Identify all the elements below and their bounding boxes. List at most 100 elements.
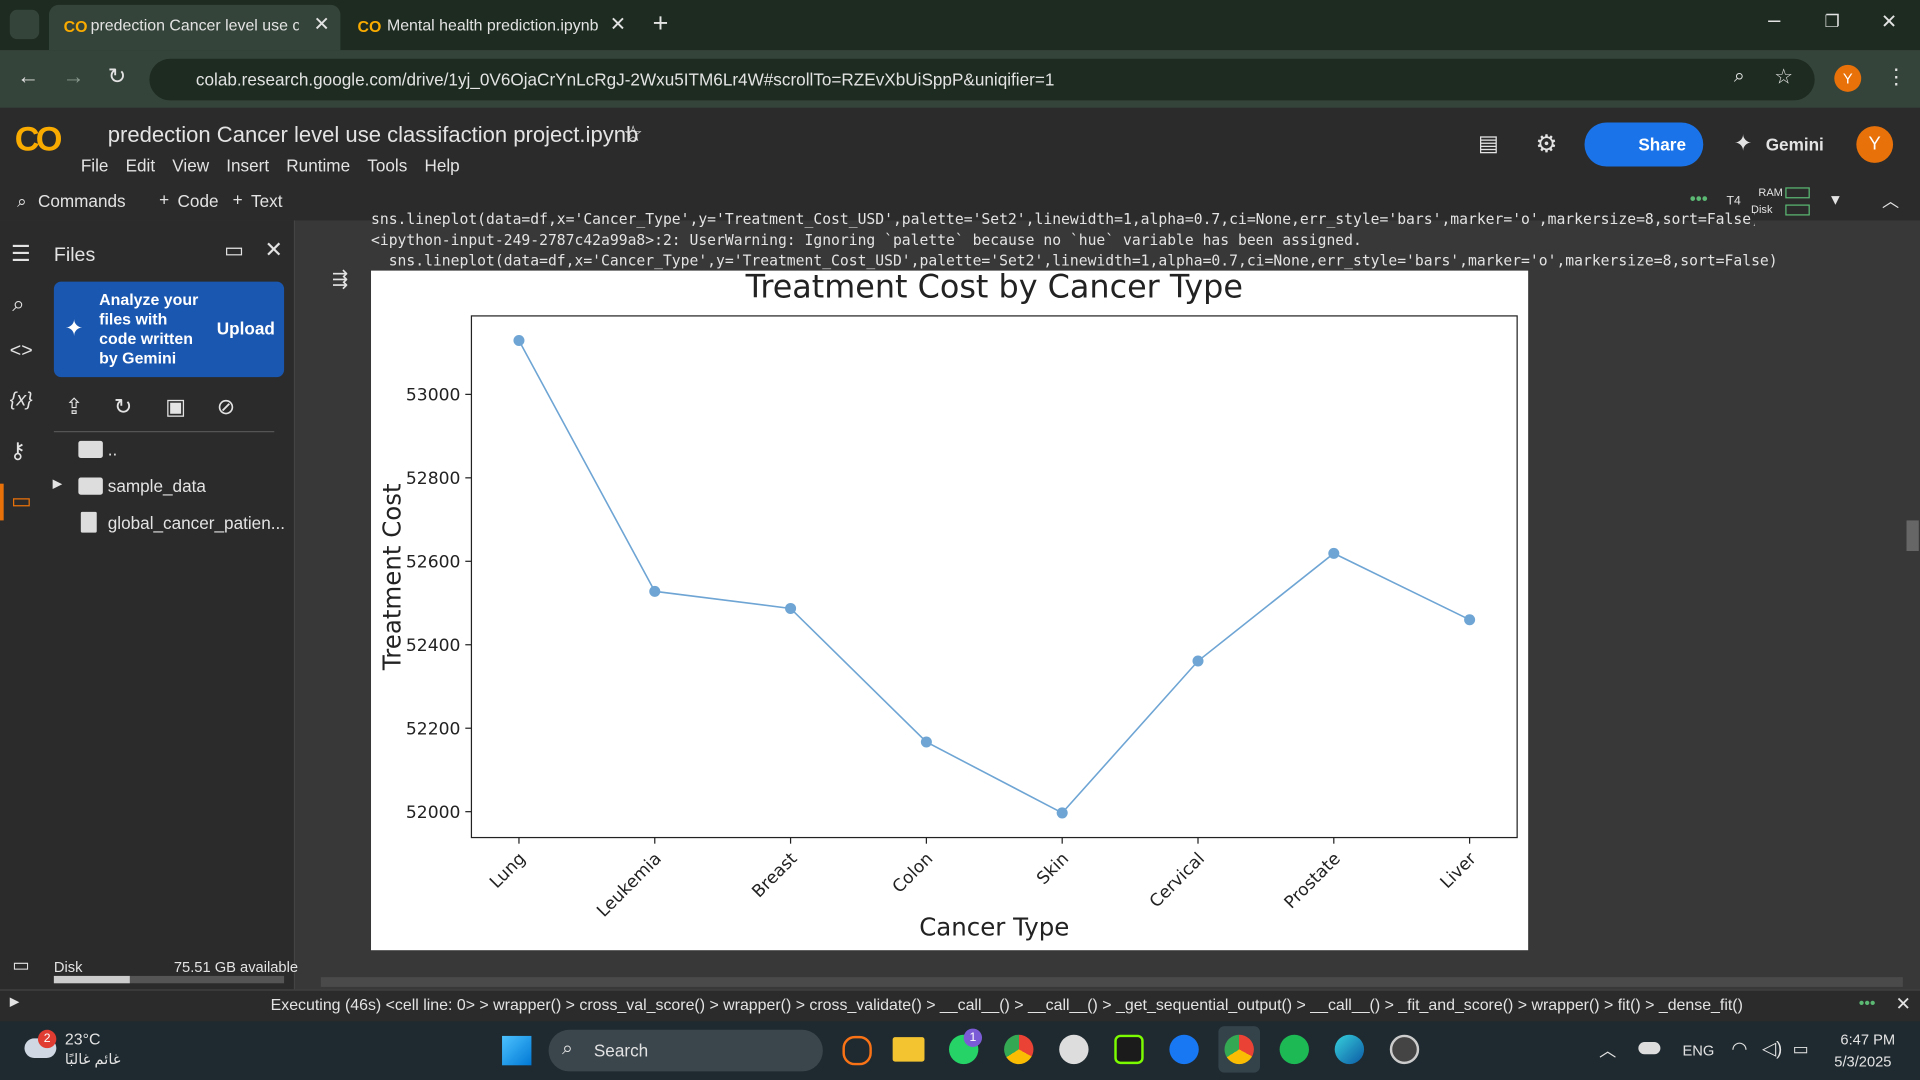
menu-item[interactable]: Help <box>424 155 460 176</box>
menu-item[interactable]: Edit <box>125 155 156 176</box>
tab-menu[interactable] <box>9 9 40 40</box>
tab-title[interactable]: predection Cancer level use clas <box>90 15 299 35</box>
open-tab[interactable]: ▭ <box>224 238 244 263</box>
browser-menu[interactable]: ⋮ <box>1885 64 1907 89</box>
gemini-button[interactable]: Gemini <box>1765 134 1824 155</box>
colab-logo[interactable]: CO <box>14 120 63 158</box>
gemini-promo[interactable] <box>53 281 285 378</box>
refresh[interactable]: ↻ <box>113 394 133 419</box>
bookmark[interactable]: ☆ <box>1774 64 1793 89</box>
menu-item[interactable]: Tools <box>367 155 408 176</box>
app-icon[interactable] <box>842 1035 872 1066</box>
clock-date[interactable]: 5/3/2025 <box>1834 1053 1892 1071</box>
x-tick-label: Skin <box>1033 849 1073 889</box>
tray-expand[interactable]: ︿ <box>1599 1040 1617 1061</box>
star[interactable]: ☆ <box>623 121 644 146</box>
h-scrollbar[interactable] <box>320 977 1903 987</box>
chart: Treatment Cost by Cancer Type Cancer Type… <box>371 270 1529 951</box>
expand[interactable]: ▶ <box>52 477 63 492</box>
tab-close[interactable]: ✕ <box>609 14 627 36</box>
add-text[interactable]: Text <box>251 191 283 211</box>
explorer[interactable] <box>892 1037 925 1062</box>
status-bar <box>0 989 1920 1023</box>
tab-active[interactable] <box>48 4 341 51</box>
point <box>649 585 661 597</box>
app-icon[interactable] <box>1114 1034 1144 1065</box>
start-button[interactable] <box>502 1035 532 1066</box>
back[interactable]: ← <box>17 63 40 89</box>
code-icon[interactable]: <> <box>9 340 33 362</box>
toc-icon[interactable]: ☰ <box>11 241 31 266</box>
parent-dir[interactable]: .. <box>107 439 118 460</box>
terminal-icon[interactable]: ▭ <box>12 955 30 976</box>
status-menu[interactable]: ••• <box>1858 993 1876 1012</box>
forward[interactable]: → <box>62 63 85 89</box>
output-menu[interactable]: ⇶ <box>331 269 349 291</box>
chrome[interactable] <box>1004 1034 1034 1065</box>
zoom[interactable]: ⌕ <box>1733 66 1745 87</box>
x-tick-label: Colon <box>889 849 937 897</box>
onedrive[interactable] <box>1638 1042 1661 1055</box>
point <box>920 736 932 748</box>
collapse[interactable]: ︿ <box>1882 191 1900 211</box>
weather-condition[interactable]: غائم غالبًا <box>64 1050 121 1068</box>
omnibox[interactable] <box>149 58 1815 101</box>
status-toggle[interactable]: ▶ <box>9 995 20 1009</box>
menu-item[interactable]: File <box>80 155 109 176</box>
share-button[interactable] <box>1584 122 1704 167</box>
edge[interactable] <box>1334 1034 1365 1065</box>
media-player[interactable] <box>1389 1034 1420 1065</box>
facebook[interactable] <box>1169 1034 1199 1065</box>
commands[interactable]: Commands <box>37 191 126 211</box>
scrollbar[interactable] <box>1906 520 1919 552</box>
runtime-type[interactable]: T4 <box>1726 194 1741 209</box>
file[interactable]: global_cancer_patien... <box>107 513 286 533</box>
status-close[interactable]: ✕ <box>1895 994 1911 1016</box>
ram-label: RAM <box>1758 186 1783 199</box>
search-label[interactable]: Search <box>593 1040 649 1061</box>
minimize[interactable]: – <box>1768 7 1781 32</box>
find-icon[interactable]: ⌕ <box>12 291 25 316</box>
chrome[interactable] <box>1224 1034 1254 1065</box>
menu-item[interactable]: View <box>172 155 210 176</box>
avatar[interactable]: Y <box>1856 126 1894 163</box>
disk-label: Disk <box>1751 203 1773 216</box>
menu-item[interactable]: Runtime <box>286 155 351 176</box>
language[interactable]: ENG <box>1682 1042 1715 1060</box>
profile[interactable]: Y <box>1834 64 1862 92</box>
search-box[interactable] <box>548 1029 823 1072</box>
url[interactable]: colab.research.google.com/drive/1yj_0V6O… <box>195 69 1055 90</box>
resources-menu[interactable]: ▼ <box>1828 191 1843 209</box>
volume[interactable]: ◁) <box>1762 1038 1783 1060</box>
chatgpt[interactable] <box>1059 1034 1089 1065</box>
upload-file[interactable]: ⇪ <box>64 394 84 419</box>
variables-icon[interactable]: {x} <box>9 389 33 411</box>
restore[interactable]: ❐ <box>1824 11 1840 31</box>
menu-item[interactable]: Insert <box>226 155 270 176</box>
close-panel[interactable]: ✕ <box>264 237 283 263</box>
reload[interactable]: ↻ <box>107 63 127 89</box>
line <box>518 340 1470 814</box>
files-icon[interactable]: ▭ <box>11 488 32 514</box>
share-label[interactable]: Share <box>1638 134 1687 155</box>
add-code[interactable]: Code <box>177 191 219 211</box>
weather-badge: 2 <box>37 1029 57 1049</box>
new-tab[interactable]: + <box>652 7 669 38</box>
tab-close[interactable]: ✕ <box>313 14 330 36</box>
secrets-icon[interactable]: ⚷ <box>9 438 26 463</box>
mount-drive[interactable]: ▣ <box>165 394 187 419</box>
notebook-title[interactable]: predection Cancer level use classifactio… <box>107 122 639 147</box>
settings[interactable]: ⚙ <box>1535 131 1558 158</box>
hide-files[interactable]: ⊘ <box>216 394 236 419</box>
spotify[interactable] <box>1279 1034 1309 1065</box>
folder[interactable]: sample_data <box>107 476 206 496</box>
clock-time[interactable]: 6:47 PM <box>1840 1031 1896 1049</box>
comments[interactable]: ▤ <box>1477 131 1499 156</box>
network[interactable]: ◠ <box>1731 1038 1748 1060</box>
point <box>785 602 797 614</box>
close-window[interactable]: ✕ <box>1880 12 1898 34</box>
battery[interactable]: ▭ <box>1792 1038 1809 1058</box>
tab-title[interactable]: Mental health prediction.ipynb <box>386 15 599 35</box>
upload-link[interactable]: Upload <box>216 318 275 338</box>
temperature[interactable]: 23°C <box>64 1029 101 1049</box>
